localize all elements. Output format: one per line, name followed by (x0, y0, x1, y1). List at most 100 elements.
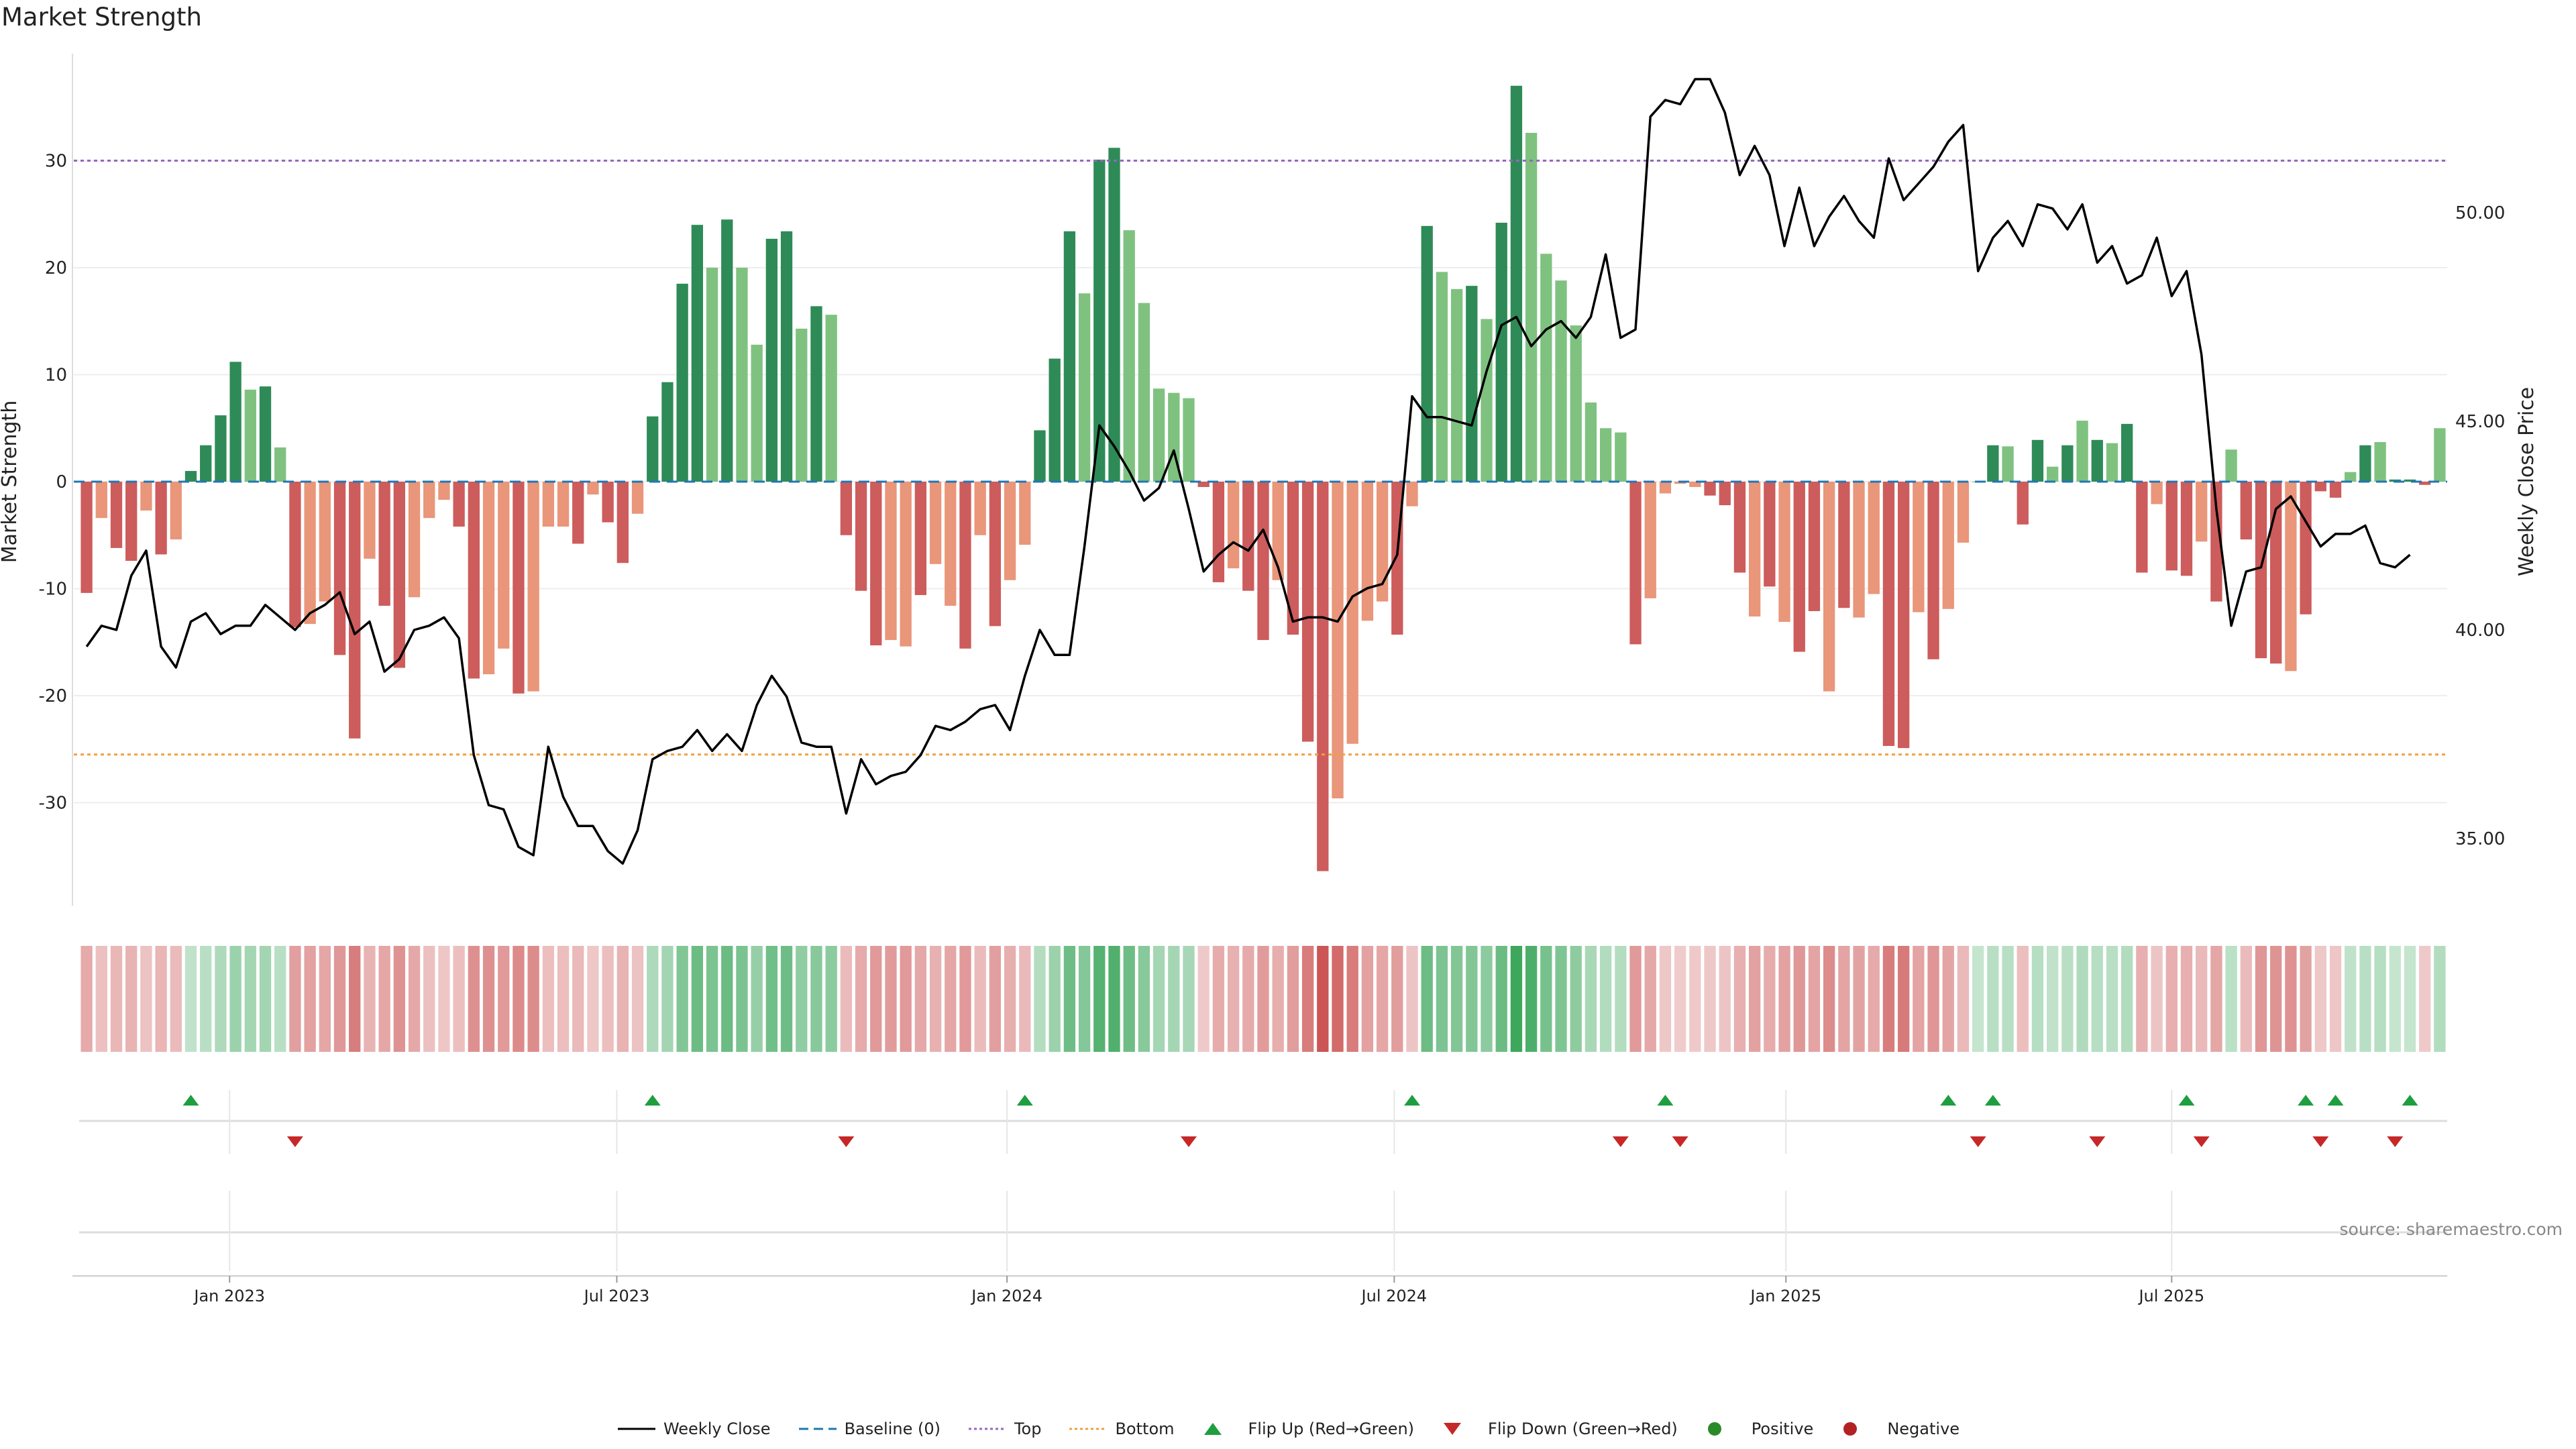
heat-strip-cell (1034, 946, 1046, 1052)
heat-strip-cell (229, 946, 241, 1052)
heat-strip-cell (110, 946, 123, 1052)
strength-bar (423, 482, 435, 519)
source-note: source: sharemaestro.com (2339, 1220, 2563, 1239)
strength-bar (2314, 482, 2326, 492)
y-left-tick-label: 30 (45, 152, 67, 172)
heat-strip-cell (1510, 946, 1523, 1052)
strength-bar (408, 482, 421, 598)
flip-down-marker (1672, 1136, 1688, 1147)
strength-bar (2091, 439, 2103, 482)
legend-label: Flip Down (Green→Red) (1488, 1419, 1678, 1438)
heat-strip-cell (1540, 946, 1552, 1052)
heat-strip-cell (885, 946, 897, 1052)
flip-down-marker (2193, 1136, 2210, 1147)
y-right-tick-label: 50.00 (2455, 203, 2505, 223)
heat-strip-cell (1659, 946, 1672, 1052)
strength-bar (1287, 482, 1299, 635)
y-left-tick-label: 10 (45, 366, 67, 386)
strength-bar (1049, 358, 1061, 482)
flip-down-marker (1612, 1136, 1629, 1147)
heat-strip-cell (333, 946, 346, 1052)
heat-strip-cell (498, 946, 510, 1052)
heat-strip-cell (1733, 946, 1746, 1052)
heat-strip-cell (1004, 946, 1016, 1052)
heat-strip-cell (661, 946, 674, 1052)
heat-strip-cell (2240, 946, 2252, 1052)
heat-strip-cell (259, 946, 272, 1052)
strength-bar (1689, 482, 1701, 487)
strength-bar (453, 482, 465, 527)
heat-strip-cell (1525, 946, 1538, 1052)
heat-strip-cell (2136, 946, 2148, 1052)
strength-bar (1123, 230, 1135, 482)
solid-line-icon (617, 1428, 655, 1430)
strength-bar (1838, 482, 1850, 608)
heat-strip-cell (959, 946, 971, 1052)
heat-strip-cell (825, 946, 837, 1052)
heat-strip-cell (557, 946, 570, 1052)
strength-bar (1034, 430, 1046, 482)
heat-strip-cell (453, 946, 465, 1052)
heat-strip-cell (676, 946, 688, 1052)
strength-bar (1987, 445, 1999, 482)
heat-strip-cell (2047, 946, 2059, 1052)
strength-bar (170, 482, 182, 540)
heat-strip-cell (572, 946, 584, 1052)
heat-strip-cell (2002, 946, 2014, 1052)
legend-item-flip-up: Flip Up (Red→Green) (1201, 1419, 1415, 1438)
dotted-line-purple-icon (968, 1428, 1006, 1430)
heat-strip-cell (2300, 946, 2312, 1052)
heat-strip-cell (438, 946, 450, 1052)
strength-bar (959, 482, 971, 649)
heat-strip-cell (2329, 946, 2342, 1052)
strength-bar (691, 225, 704, 482)
heat-strip-cell (751, 946, 763, 1052)
strength-bar (319, 482, 331, 602)
legend-item-flip-down: Flip Down (Green→Red) (1441, 1419, 1678, 1438)
flip-up-marker (1940, 1095, 1957, 1106)
strength-bar (378, 482, 390, 606)
heat-strip-cell (319, 946, 331, 1052)
heat-strip-cell (1927, 946, 1939, 1052)
strength-bar (2300, 482, 2312, 614)
heat-strip-cell (1063, 946, 1076, 1052)
legend-label: Baseline (0) (844, 1419, 941, 1438)
heat-strip-cell (647, 946, 659, 1052)
heat-strip-cell (2196, 946, 2208, 1052)
heat-strip-cell (1897, 946, 1910, 1052)
dot-green-icon (1707, 1422, 1721, 1436)
heat-strip-cell (304, 946, 316, 1052)
heat-strip-cell (1123, 946, 1135, 1052)
heat-strip-cell (1152, 946, 1165, 1052)
weekly-close-line (85, 78, 2411, 865)
strength-bar (1659, 482, 1672, 494)
heat-strip-cell (1615, 946, 1627, 1052)
chart-title: Market Strength (1, 3, 202, 32)
strength-bar (2255, 482, 2267, 659)
flip-up-marker (1404, 1095, 1421, 1106)
heat-strip-cell (1078, 946, 1091, 1052)
strength-bar (349, 482, 361, 739)
strength-bar (1138, 303, 1150, 482)
strength-bar (1257, 482, 1269, 641)
y-left-axis-label: Market Strength (0, 400, 21, 563)
x-tick-label: Jul 2025 (2137, 1287, 2204, 1305)
legend-label: Bottom (1115, 1419, 1175, 1438)
dot-red-icon (1843, 1422, 1858, 1436)
strength-bar (110, 482, 123, 548)
flip-up-marker (2402, 1095, 2418, 1106)
strength-bar (1823, 482, 1835, 692)
heat-strip-cell (1406, 946, 1418, 1052)
strength-bar (80, 482, 93, 593)
legend-label: Flip Up (Red→Green) (1248, 1419, 1415, 1438)
strength-bar (1481, 319, 1493, 482)
strength-bar (1436, 272, 1448, 482)
strength-bar (498, 482, 510, 649)
strength-bar (393, 482, 405, 668)
strength-bar (989, 482, 1002, 627)
flip-up-marker (2327, 1095, 2344, 1106)
strength-bar (2404, 479, 2416, 482)
legend-label: Weekly Close (663, 1419, 771, 1438)
heat-strip-cell (378, 946, 390, 1052)
strength-bar (602, 482, 614, 523)
